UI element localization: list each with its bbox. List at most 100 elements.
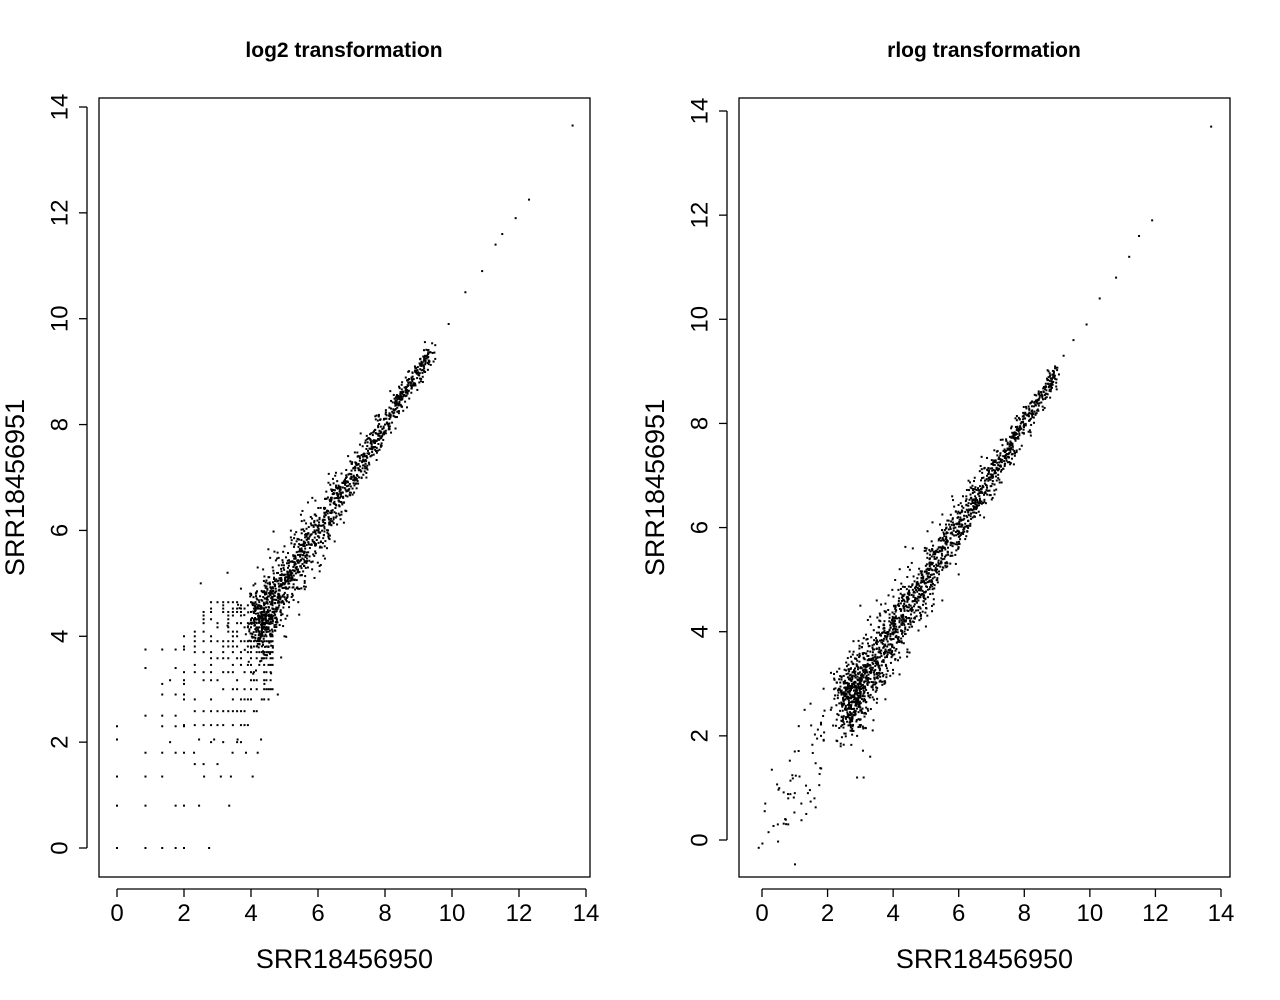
data-point	[288, 606, 291, 609]
data-point	[1014, 432, 1017, 435]
data-point	[933, 551, 936, 554]
data-point	[907, 622, 910, 625]
data-point	[222, 710, 225, 713]
data-point	[269, 657, 272, 660]
data-point	[210, 610, 213, 613]
data-point	[814, 762, 817, 765]
data-point	[302, 554, 305, 557]
data-point	[984, 502, 987, 505]
data-point	[901, 635, 904, 638]
data-point	[931, 521, 934, 524]
data-point	[382, 438, 385, 441]
data-point	[295, 531, 298, 534]
data-point	[278, 593, 281, 596]
data-point	[879, 675, 882, 678]
data-point	[260, 598, 263, 601]
data-point	[326, 512, 329, 515]
data-point	[280, 574, 283, 577]
data-point	[1024, 412, 1027, 415]
data-point	[397, 410, 400, 413]
data-point	[252, 671, 255, 674]
data-point	[968, 498, 971, 501]
data-point	[800, 802, 803, 805]
data-point	[1029, 431, 1032, 434]
data-point	[348, 472, 351, 475]
data-point	[862, 637, 865, 640]
data-point	[900, 637, 903, 640]
data-point	[834, 687, 837, 690]
data-point	[969, 512, 972, 515]
data-point	[326, 529, 329, 532]
data-point	[964, 522, 967, 525]
data-point	[254, 609, 257, 612]
data-point	[388, 425, 391, 428]
data-point	[909, 608, 912, 611]
data-point	[914, 596, 917, 599]
data-point	[961, 495, 964, 498]
data-point	[293, 557, 296, 560]
data-point	[971, 516, 974, 519]
data-point	[974, 503, 977, 506]
data-point	[278, 624, 281, 627]
data-point	[364, 462, 367, 465]
data-point	[336, 493, 339, 496]
data-point	[314, 513, 317, 516]
data-point	[846, 686, 849, 689]
data-point	[890, 656, 893, 659]
data-point	[863, 712, 866, 715]
data-point	[942, 546, 945, 549]
data-point	[243, 688, 246, 691]
data-point	[872, 671, 875, 674]
data-point	[425, 348, 428, 351]
data-point	[222, 741, 225, 744]
data-point	[855, 720, 858, 723]
data-point	[842, 726, 845, 729]
data-point	[243, 607, 246, 610]
data-point	[767, 831, 770, 834]
data-point	[843, 695, 846, 698]
data-point	[998, 478, 1001, 481]
data-point	[871, 657, 874, 660]
data-point	[183, 648, 185, 651]
data-point	[926, 614, 929, 617]
data-point	[1052, 372, 1055, 375]
data-point	[183, 679, 185, 682]
data-point	[275, 610, 278, 613]
data-point	[333, 540, 336, 543]
data-point	[264, 633, 267, 636]
data-point	[239, 604, 242, 607]
y-tick-label: 14	[46, 94, 73, 121]
data-point	[291, 594, 294, 597]
data-point	[336, 523, 339, 526]
data-point	[404, 389, 407, 392]
data-point	[957, 504, 960, 507]
data-point	[911, 620, 914, 623]
data-point	[930, 540, 933, 543]
data-point	[991, 482, 994, 485]
data-point	[849, 724, 852, 727]
data-point	[1033, 393, 1036, 396]
data-point	[875, 639, 878, 642]
data-point	[846, 676, 849, 679]
data-point	[393, 415, 396, 418]
data-point	[293, 579, 296, 582]
data-point	[375, 432, 378, 435]
data-point	[951, 554, 954, 557]
data-point	[369, 439, 372, 442]
data-point	[856, 691, 859, 694]
data-point	[1000, 468, 1003, 471]
data-point	[850, 708, 853, 711]
data-point	[909, 621, 912, 624]
data-point	[835, 718, 838, 721]
data-point	[1016, 429, 1019, 432]
data-point	[269, 679, 272, 682]
data-point	[863, 685, 866, 688]
data-point	[290, 542, 293, 545]
data-point	[333, 500, 336, 503]
data-point	[1042, 391, 1045, 394]
data-point	[290, 596, 293, 599]
data-point	[344, 483, 347, 486]
data-point	[877, 626, 880, 629]
data-point	[278, 595, 281, 598]
data-point	[1031, 400, 1034, 403]
